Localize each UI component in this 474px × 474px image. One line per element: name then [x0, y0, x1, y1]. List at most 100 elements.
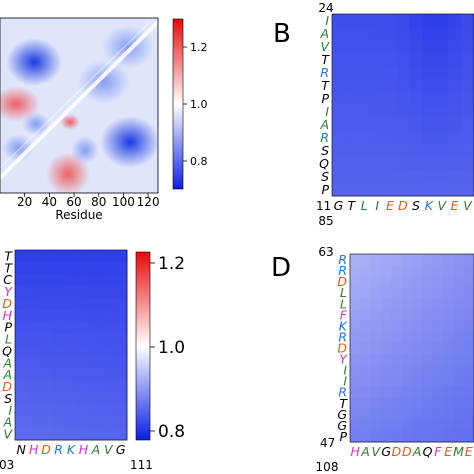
heatmap-cell [370, 298, 382, 310]
heatmap-cell [89, 285, 103, 298]
heatmap-cell [432, 364, 444, 377]
y-residue-label: T [4, 248, 13, 263]
heatmap-cell [383, 53, 397, 67]
heatmap-cell [443, 287, 454, 299]
heatmap-cell [89, 345, 103, 358]
heatmap-cell [370, 157, 385, 171]
heatmap-cell [89, 309, 103, 322]
heatmap-cell [401, 287, 413, 299]
heatmap-cell [39, 368, 53, 382]
heatmap-cell [27, 333, 41, 346]
y-residue-label: H [3, 308, 13, 323]
heatmap-cell [102, 309, 115, 322]
heatmap-cell [401, 397, 413, 410]
y-residue-label: D [337, 341, 347, 356]
heatmap-cell [332, 118, 346, 132]
heatmap-cell [391, 353, 403, 365]
heatmap-cell [412, 353, 423, 365]
heatmap-cell [443, 298, 454, 310]
heatmap-cell [332, 66, 346, 80]
heatmap-cell [409, 53, 423, 67]
heatmap-cell [432, 375, 444, 388]
heatmap-cell [381, 309, 392, 321]
heatmap-cell [432, 309, 444, 321]
heatmap-cell [412, 397, 423, 410]
heatmap-cell [344, 144, 359, 158]
heatmap-cell [344, 118, 359, 132]
heatmap-cell [52, 309, 66, 322]
heatmap-cell [409, 79, 423, 93]
heatmap-cell [332, 131, 346, 145]
heatmap-cell [391, 375, 403, 388]
y-residue-label: D [2, 296, 12, 311]
heatmap-cell [102, 333, 115, 346]
panel-a-heatmap [0, 18, 158, 193]
heatmap-cell [52, 285, 66, 298]
heatmap-cell [381, 265, 392, 277]
panel-b-corner-top: 24 [318, 1, 333, 15]
heatmap-cell [409, 14, 423, 28]
x-residue-label: H [79, 442, 89, 457]
heatmap-cell [432, 320, 444, 332]
heatmap-cell [443, 342, 454, 354]
heatmap-cell [422, 170, 436, 184]
heatmap-cell [448, 27, 462, 41]
heatmap-cell [422, 309, 434, 321]
heatmap-cell [64, 273, 78, 287]
heatmap-cell [422, 66, 436, 80]
heatmap-cell [463, 419, 474, 432]
heatmap-cell [64, 380, 78, 393]
heatmap-cell [461, 118, 474, 132]
heatmap-cell [370, 364, 382, 377]
heatmap-cell [370, 40, 385, 54]
heatmap-cell [435, 53, 449, 67]
heatmap-cell [401, 320, 413, 332]
heatmap-cell [461, 27, 474, 41]
panel-a-x-axis: 20 40 60 80 100 120 [17, 193, 160, 209]
heatmap-cell [463, 408, 474, 421]
heatmap-cell [383, 92, 397, 106]
heatmap-cell [27, 297, 41, 310]
heatmap-cell [383, 118, 397, 132]
heatmap-cell [357, 14, 372, 28]
heatmap-cell [27, 356, 41, 370]
heatmap-cell [412, 254, 423, 266]
heatmap-cell [448, 118, 462, 132]
heatmap-cell [114, 309, 128, 322]
heatmap-cell [396, 144, 410, 158]
heatmap-cell [453, 419, 465, 432]
heatmap-cell [360, 364, 372, 377]
heatmap-cell [461, 40, 474, 54]
heatmap-cell [383, 170, 397, 184]
heatmap-cell [114, 416, 128, 429]
panel-d-corner-bottom: 47 [320, 436, 335, 450]
heatmap-cell [357, 40, 372, 54]
x-residue-label: F [434, 444, 442, 459]
x-residue-label: R [54, 442, 63, 457]
heatmap-cell [15, 321, 28, 334]
heatmap-cell [360, 309, 372, 321]
heatmap-cell [383, 66, 397, 80]
heatmap-cell [15, 250, 28, 263]
x-residue-label: E [386, 198, 394, 213]
heatmap-cell [453, 254, 465, 266]
panel-a-xtick-label: 100 [112, 195, 135, 209]
heatmap-cell [360, 287, 372, 299]
heatmap-cell [39, 428, 53, 441]
y-residue-label: I [8, 403, 12, 418]
heatmap-cell [463, 265, 474, 277]
heatmap-cell [453, 408, 465, 421]
heatmap-cell [391, 331, 403, 343]
heatmap-cell [15, 261, 28, 275]
heatmap-cell [396, 157, 410, 171]
heatmap-cell [461, 144, 474, 158]
heatmap-cell [344, 27, 359, 41]
heatmap-cell [401, 408, 413, 421]
heatmap-cell [453, 430, 465, 443]
heatmap-cell [391, 342, 403, 354]
heatmap-cell [102, 321, 115, 334]
heatmap-cell [27, 404, 41, 417]
heatmap-cell [370, 79, 385, 93]
heatmap-cell [360, 276, 372, 288]
heatmap-cell [396, 183, 410, 197]
